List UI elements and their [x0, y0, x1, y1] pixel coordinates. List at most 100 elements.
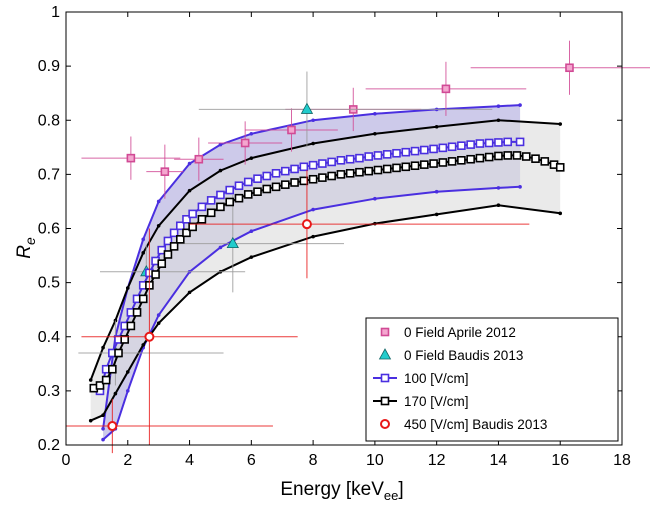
- band-1-upper-dot: [218, 168, 223, 173]
- x-tick-label: 14: [490, 452, 508, 469]
- y-axis-title: Re: [14, 237, 38, 259]
- series-2-point: [503, 137, 513, 147]
- x-tick-label: 16: [551, 452, 569, 469]
- series-3-point: [120, 335, 129, 344]
- series-3-point: [475, 153, 485, 163]
- band-1-upper-dot: [249, 156, 254, 160]
- series-3-point: [382, 164, 392, 174]
- band-1-upper-dot: [558, 122, 563, 126]
- series-3-point: [447, 157, 457, 166]
- series-2-point: [234, 181, 244, 191]
- band-0-upper-dot: [311, 118, 315, 123]
- band-0-lower-dot: [125, 389, 130, 393]
- series-3-point: [540, 157, 550, 166]
- series-3-point: [216, 202, 225, 212]
- series-3-point: [401, 162, 411, 172]
- series-4-point: [301, 219, 312, 230]
- band-1-lower-dot: [249, 255, 254, 259]
- band-1-upper-dot: [156, 223, 161, 228]
- series-2-point: [206, 196, 216, 205]
- series-3-point: [182, 228, 191, 238]
- legend-label: 0 Field Baudis 2013: [404, 348, 523, 363]
- series-2-point: [457, 141, 466, 150]
- series-3-point: [466, 154, 475, 164]
- series-3-point: [114, 348, 123, 358]
- band-1-upper-line: [89, 119, 561, 381]
- series-2-point: [345, 154, 355, 164]
- series-3-point: [318, 173, 327, 182]
- series-3-point: [126, 321, 136, 331]
- series-0-point: [565, 63, 574, 73]
- y-tick-label: 0.3: [38, 383, 60, 400]
- series-0-point: [441, 84, 451, 94]
- series-2-point: [336, 156, 346, 165]
- series-3-point: [299, 176, 309, 186]
- band-0-lower-dot: [101, 437, 105, 442]
- band-0-lower-dot: [249, 229, 254, 234]
- x-tick-label: 10: [366, 452, 384, 469]
- series-1-point: [300, 102, 314, 114]
- series-3-point: [327, 171, 336, 181]
- series-2-point: [466, 140, 475, 149]
- y-tick-label: 0.8: [38, 112, 60, 129]
- series-0-point: [126, 153, 136, 163]
- series-3-point: [138, 294, 148, 304]
- band-1-lower-dot: [373, 221, 377, 226]
- series-3-point: [392, 163, 401, 173]
- band-1-lower-dot: [113, 391, 118, 396]
- band-1-upper-dot: [141, 251, 146, 255]
- series-3-point: [308, 174, 318, 184]
- series-3-point: [281, 180, 290, 189]
- band-0-upper-dot: [141, 237, 146, 242]
- x-tick-label: 18: [613, 452, 631, 469]
- series-2-point: [188, 209, 197, 219]
- series-3-point: [410, 161, 420, 171]
- y-tick-label: 0.2: [38, 437, 60, 454]
- series-3-point: [225, 197, 235, 207]
- series-3-point: [457, 156, 466, 165]
- series-2-point: [318, 159, 327, 168]
- series-2-point: [494, 138, 503, 147]
- band-1-upper-dot: [311, 141, 315, 146]
- series-3-point: [555, 163, 565, 172]
- band-1-lower-dot: [311, 234, 315, 239]
- series-3-point: [512, 151, 522, 160]
- band-0-upper-dot: [249, 131, 254, 136]
- series-0-point: [194, 154, 204, 164]
- legend-label: 100 [V/cm]: [404, 371, 469, 386]
- series-2-point: [515, 137, 525, 147]
- series-2-point: [281, 166, 290, 176]
- series-3-point: [345, 168, 355, 178]
- legend-label: 0 Field Aprile 2012: [404, 325, 516, 340]
- series-2-point: [382, 150, 392, 159]
- band-1-lower-dot: [558, 211, 563, 216]
- series-3-point: [503, 151, 513, 160]
- band-1-upper-dot: [125, 286, 130, 290]
- band-1-lower-dot: [156, 321, 161, 326]
- x-tick-label: 4: [185, 452, 194, 469]
- series-3-point: [132, 308, 142, 317]
- legend-marker: [380, 373, 390, 383]
- band-0-upper-dot: [518, 103, 522, 107]
- band-1-lower-dot: [101, 413, 105, 418]
- series-0-point: [287, 125, 296, 135]
- band-1-lower-dot: [88, 418, 93, 423]
- band-0-lower-dot: [311, 207, 315, 212]
- band-1-upper-dot: [101, 345, 105, 350]
- series-3-point: [169, 242, 179, 251]
- plot-area: [66, 40, 650, 454]
- series-4-point: [144, 331, 155, 342]
- legend-marker: [380, 396, 390, 406]
- band-1-lower-dot: [496, 203, 501, 208]
- y-tick-label: 1: [51, 4, 60, 21]
- series-0-point: [160, 167, 170, 176]
- series-2-point: [163, 236, 173, 246]
- series-3-point: [234, 193, 244, 203]
- series-2-point: [253, 174, 262, 184]
- series-2-point: [262, 171, 272, 181]
- band-0-lower-dot: [496, 186, 501, 190]
- band-0-upper-dot: [218, 142, 223, 147]
- series-2-point: [271, 168, 281, 178]
- series-3-point: [364, 166, 374, 176]
